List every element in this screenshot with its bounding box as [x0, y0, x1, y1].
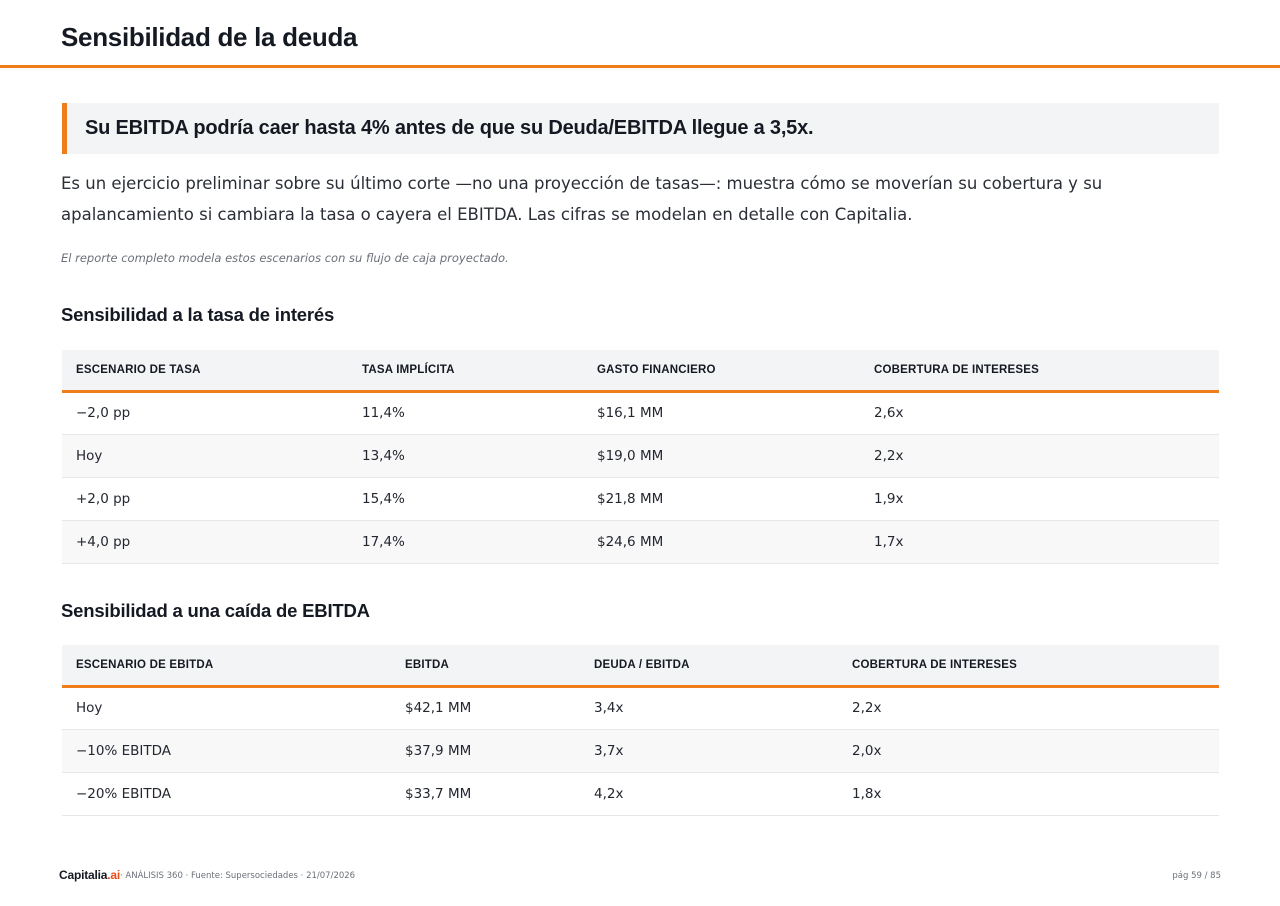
table-cell: 1,9x — [860, 477, 1219, 521]
table-cell: $19,0 MM — [583, 434, 860, 478]
callout-text: Su EBITDA podría caer hasta 4% antes de … — [85, 117, 814, 139]
table-cell: −20% EBITDA — [62, 772, 391, 816]
table-cell: $33,7 MM — [391, 772, 580, 816]
table-row: −10% EBITDA $37,9 MM 3,7x 2,0x — [62, 729, 1219, 773]
footnote: El reporte completo modela estos escenar… — [61, 251, 509, 265]
table-cell: $16,1 MM — [583, 391, 860, 435]
column-header: EBITDA — [391, 645, 580, 688]
table-row: +4,0 pp 17,4% $24,6 MM 1,7x — [62, 520, 1219, 564]
table-cell: +4,0 pp — [62, 520, 348, 564]
column-header: ESCENARIO DE EBITDA — [62, 645, 391, 688]
table-row: −20% EBITDA $33,7 MM 4,2x 1,8x — [62, 772, 1219, 816]
page-number: pág 59 / 85 — [1172, 871, 1221, 881]
column-header: ESCENARIO DE TASA — [62, 350, 348, 393]
brand-name: Capitalia — [59, 868, 108, 882]
table-cell: 2,2x — [860, 434, 1219, 478]
key-finding-callout: Su EBITDA podría caer hasta 4% antes de … — [62, 103, 1219, 154]
column-header: GASTO FINANCIERO — [583, 350, 860, 393]
table-cell: 17,4% — [348, 520, 583, 564]
brand-suffix: .ai — [107, 868, 120, 882]
table-cell: 1,7x — [860, 520, 1219, 564]
table-cell: $21,8 MM — [583, 477, 860, 521]
table-cell: 2,2x — [838, 686, 1219, 730]
table-cell: 15,4% — [348, 477, 583, 521]
table-cell: +2,0 pp — [62, 477, 348, 521]
table-cell: 13,4% — [348, 434, 583, 478]
footer-source: · ANÁLISIS 360 · Fuente: Supersociedades… — [120, 871, 356, 881]
column-header: DEUDA / EBITDA — [580, 645, 838, 688]
page-footer: Capitalia.ai · ANÁLISIS 360 · Fuente: Su… — [0, 866, 1280, 886]
table-cell: $42,1 MM — [391, 686, 580, 730]
column-header: COBERTURA DE INTERESES — [860, 350, 1219, 393]
rate-sensitivity-table: ESCENARIO DE TASA TASA IMPLÍCITA GASTO F… — [62, 350, 1219, 564]
intro-paragraph: Es un ejercicio preliminar sobre su últi… — [61, 174, 1103, 224]
table-cell: Hoy — [62, 434, 348, 478]
table-cell: $37,9 MM — [391, 729, 580, 773]
table-cell: Hoy — [62, 686, 391, 730]
page-header: Sensibilidad de la deuda — [0, 0, 1280, 68]
table-row: Hoy $42,1 MM 3,4x 2,2x — [62, 686, 1219, 730]
column-header: TASA IMPLÍCITA — [348, 350, 583, 393]
ebitda-sensitivity-table: ESCENARIO DE EBITDA EBITDA DEUDA / EBITD… — [62, 645, 1219, 816]
table-cell: 2,6x — [860, 391, 1219, 435]
table-row: Hoy 13,4% $19,0 MM 2,2x — [62, 434, 1219, 478]
table-cell: 3,4x — [580, 686, 838, 730]
table-header-row: ESCENARIO DE TASA TASA IMPLÍCITA GASTO F… — [62, 350, 1219, 393]
column-header: COBERTURA DE INTERESES — [838, 645, 1219, 688]
table-cell: 2,0x — [838, 729, 1219, 773]
rate-section-title: Sensibilidad a la tasa de interés — [61, 304, 335, 325]
table-cell: 11,4% — [348, 391, 583, 435]
table-cell: −10% EBITDA — [62, 729, 391, 773]
page-title: Sensibilidad de la deuda — [61, 22, 358, 52]
table-cell: 1,8x — [838, 772, 1219, 816]
table-cell: 3,7x — [580, 729, 838, 773]
ebitda-section-title: Sensibilidad a una caída de EBITDA — [61, 600, 370, 621]
table-header-row: ESCENARIO DE EBITDA EBITDA DEUDA / EBITD… — [62, 645, 1219, 688]
brand-logo: Capitalia.ai — [59, 868, 120, 882]
table-cell: 4,2x — [580, 772, 838, 816]
table-row: −2,0 pp 11,4% $16,1 MM 2,6x — [62, 391, 1219, 435]
table-row: +2,0 pp 15,4% $21,8 MM 1,9x — [62, 477, 1219, 521]
table-cell: $24,6 MM — [583, 520, 860, 564]
table-cell: −2,0 pp — [62, 391, 348, 435]
